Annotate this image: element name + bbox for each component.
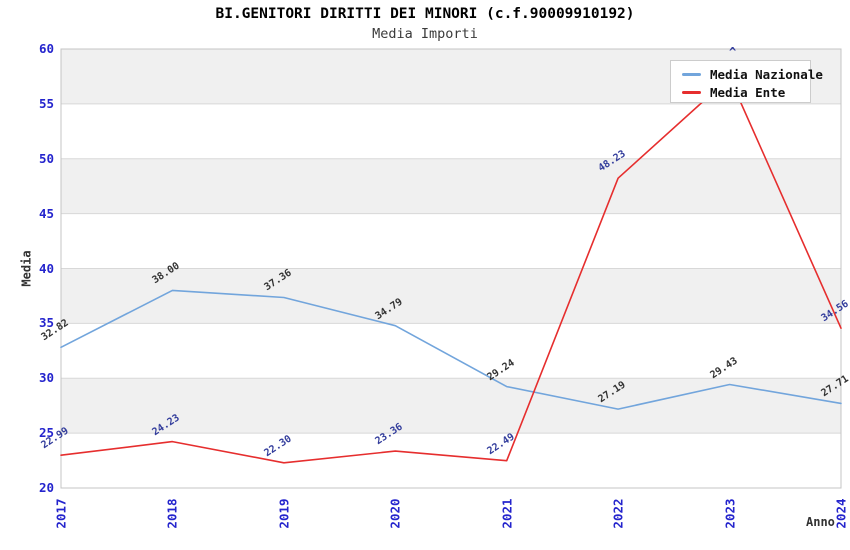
hidden-label-peek-icon: ^: [729, 45, 737, 59]
y-tick-label: 35: [38, 315, 54, 331]
y-tick-label: 30: [38, 370, 54, 386]
x-tick-label: 2020: [387, 498, 403, 529]
legend-swatch-icon: [682, 91, 701, 94]
legend-item-media-nazionale: Media Nazionale: [682, 67, 823, 82]
legend-item-media-ente: Media Ente: [682, 85, 810, 100]
x-tick-label: 2019: [276, 498, 292, 529]
x-tick-label: 2017: [53, 498, 69, 529]
grid-band: [61, 268, 841, 324]
y-tick-label: 25: [38, 425, 54, 441]
series-line-media-nazionale: [60, 289, 842, 410]
x-tick-label: 2022: [610, 498, 626, 529]
x-tick-label: 2023: [722, 498, 738, 529]
legend: Media Nazionale Media Ente: [670, 60, 823, 103]
y-tick-label: 40: [38, 260, 54, 276]
legend-swatch-icon: [682, 73, 701, 76]
legend-label: Media Ente: [710, 85, 786, 100]
chart-subtitle: Media Importi: [372, 26, 478, 42]
y-axis-title: Media: [19, 250, 34, 287]
y-tick-label: 55: [38, 95, 54, 111]
y-tick-label: 45: [38, 205, 54, 221]
chart-title: BI.GENITORI DIRITTI DEI MINORI (c.f.9000…: [215, 6, 635, 22]
x-tick-label: 2021: [499, 498, 515, 529]
y-tick-label: 50: [38, 150, 54, 166]
x-tick-label: 2018: [164, 498, 180, 529]
x-axis-title: Anno: [806, 515, 835, 529]
grid-band: [61, 158, 841, 214]
y-tick-label: 60: [38, 41, 54, 56]
plot-border: [60, 48, 842, 489]
y-tick-label: 20: [38, 480, 54, 495]
x-tick-label: 2024: [833, 498, 849, 529]
grid-band: [61, 378, 841, 434]
legend-label: Media Nazionale: [710, 67, 823, 82]
